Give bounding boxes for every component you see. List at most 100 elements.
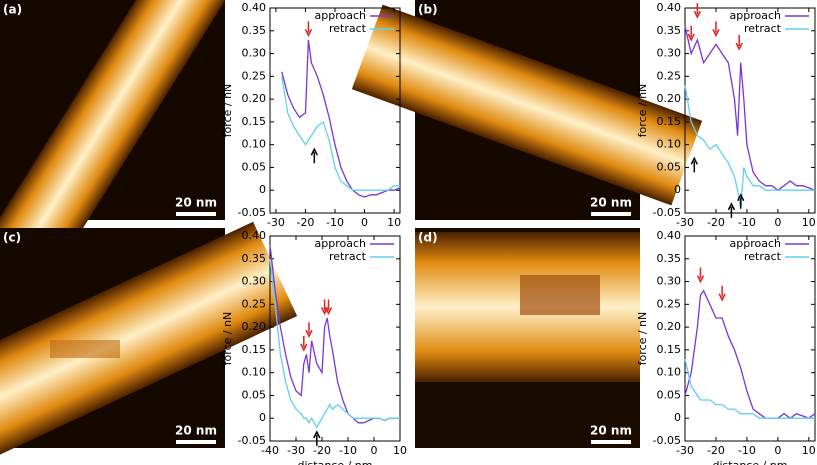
series-line [281, 76, 400, 191]
y-tick-label: 0.40 [657, 1, 682, 14]
x-tick-label: 10 [393, 444, 407, 457]
x-tick-label: -10 [738, 444, 756, 457]
y-tick-label: 0.35 [657, 252, 682, 265]
y-tick-label: 0.25 [242, 297, 267, 310]
scale-bar [591, 212, 631, 216]
scale-bar-label: 20 nm [590, 424, 632, 438]
y-tick-label: 0.35 [657, 24, 682, 37]
y-tick-label: 0.30 [657, 47, 682, 60]
x-tick-label: 0 [774, 444, 781, 457]
x-tick-label: -20 [707, 216, 725, 229]
plot-frame [684, 7, 816, 214]
x-tick-label: 10 [802, 216, 816, 229]
x-tick-label: -10 [339, 444, 357, 457]
legend-label: approach [315, 237, 367, 250]
series-line [281, 39, 401, 198]
x-tick-label: 10 [387, 216, 401, 229]
series-line [684, 85, 815, 209]
afm-image [415, 228, 640, 448]
annotation-arrow [687, 25, 695, 42]
y-tick-label: 0.20 [657, 320, 682, 333]
series-line [684, 289, 816, 420]
y-tick-label: 0.40 [242, 229, 267, 242]
y-tick-label: 0.20 [657, 92, 682, 105]
y-tick-label: 0.10 [242, 138, 267, 151]
x-axis-label: distance / nm [713, 459, 788, 465]
y-tick-label: 0.20 [242, 92, 267, 105]
y-tick-label: 0.40 [657, 229, 682, 242]
panel-label: (b) [418, 3, 438, 17]
annotation-arrow [712, 21, 720, 38]
x-tick-label: -10 [738, 216, 756, 229]
y-tick-label: 0.30 [242, 275, 267, 288]
scale-bar [176, 440, 216, 444]
x-tick-label: -30 [676, 444, 694, 457]
y-tick-label: 0 [259, 411, 266, 424]
panel-label: (a) [3, 3, 22, 17]
x-tick-label: -10 [326, 216, 344, 229]
x-tick-label: -20 [313, 444, 331, 457]
plot-frame [684, 235, 816, 442]
y-axis-label: force / nN [221, 84, 234, 138]
y-tick-label: 0.40 [242, 1, 267, 14]
x-tick-label: -30 [267, 216, 285, 229]
y-tick-label: 0.25 [242, 69, 267, 82]
x-tick-label: -20 [296, 216, 314, 229]
annotation-arrow [735, 35, 743, 51]
y-tick-label: -0.05 [653, 206, 681, 219]
x-tick-label: 10 [802, 444, 816, 457]
x-axis-label: distance / nm [298, 459, 373, 465]
y-tick-label: -0.05 [238, 434, 266, 447]
y-tick-label: 0.15 [657, 115, 682, 128]
legend-label: retract [744, 250, 782, 263]
series-line [269, 258, 400, 429]
scale-bar [176, 212, 216, 216]
y-tick-label: 0.05 [657, 160, 682, 173]
annotation-arrow [696, 267, 705, 284]
legend-label: approach [730, 237, 782, 250]
y-tick-label: 0.05 [242, 160, 267, 173]
annotation-arrow [300, 335, 308, 352]
y-axis-label: force / nN [636, 312, 649, 366]
annotation-arrow [737, 193, 745, 209]
x-tick-label: 0 [361, 216, 368, 229]
legend-label: retract [329, 250, 367, 263]
afm-image [0, 221, 298, 465]
scale-bar-label: 20 nm [175, 196, 217, 210]
annotation-arrow [313, 430, 321, 446]
afm-image [351, 0, 703, 220]
y-tick-label: 0.05 [242, 388, 267, 401]
legend-label: retract [744, 22, 782, 35]
annotation-arrow [693, 3, 702, 19]
scale-bar-label: 20 nm [590, 196, 632, 210]
annotation-arrow [690, 156, 698, 173]
afm-image [0, 0, 240, 283]
y-tick-label: 0.10 [657, 138, 682, 151]
legend-label: retract [329, 22, 367, 35]
x-tick-label: 0 [774, 216, 781, 229]
annotation-arrow [305, 322, 313, 338]
annotation-arrow [304, 21, 313, 38]
y-tick-label: -0.05 [653, 434, 681, 447]
x-tick-label: 0 [371, 444, 378, 457]
scale-bar [591, 440, 631, 444]
panel-label: (c) [3, 231, 21, 245]
series-line [684, 358, 815, 419]
annotation-arrow [324, 299, 333, 316]
series-line [684, 26, 816, 192]
y-tick-label: 0.35 [242, 24, 267, 37]
y-tick-label: 0.10 [242, 366, 267, 379]
legend-label: approach [315, 9, 367, 22]
x-tick-label: -30 [676, 216, 694, 229]
annotation-arrow [310, 147, 318, 164]
x-tick-label: -30 [287, 444, 305, 457]
x-tick-label: -20 [707, 444, 725, 457]
annotation-arrow [727, 202, 736, 218]
y-tick-label: 0 [259, 183, 266, 196]
panel-label: (d) [418, 231, 438, 245]
plot-frame [269, 235, 401, 442]
y-tick-label: 0.15 [242, 115, 267, 128]
y-tick-label: 0.10 [657, 366, 682, 379]
y-tick-label: 0 [674, 411, 681, 424]
